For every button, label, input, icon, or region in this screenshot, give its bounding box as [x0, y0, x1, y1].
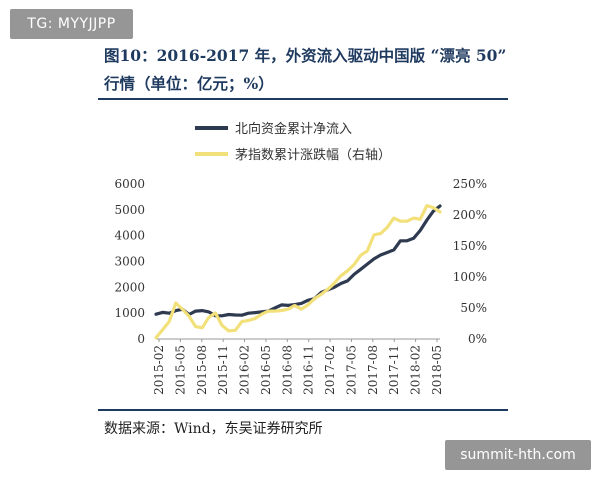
right-axis-tick-label: 250%	[453, 177, 487, 191]
left-axis-tick-label: 3000	[114, 255, 145, 269]
left-axis-tick-label: 1000	[114, 306, 145, 320]
watermark-bottom: summit-hth.com	[445, 440, 591, 470]
source-note: 数据来源：Wind，东吴证券研究所	[104, 421, 323, 437]
x-axis-tick-label: 2017-08	[366, 345, 380, 395]
x-axis-tick-label: 2015-05	[173, 345, 187, 395]
x-axis-tick-label: 2018-02	[409, 345, 423, 395]
x-axis-tick-label: 2015-08	[195, 345, 209, 395]
series-line-northbound	[154, 204, 442, 318]
left-axis-tick-label: 4000	[114, 229, 145, 243]
x-axis-tick-label: 2015-11	[216, 345, 230, 395]
x-axis-tick-label: 2018-05	[430, 345, 444, 395]
x-axis-tick-label: 2015-02	[152, 345, 166, 395]
left-axis-tick-label: 6000	[114, 177, 145, 191]
x-axis-tick-label: 2016-02	[238, 345, 252, 395]
right-axis-tick-label: 50%	[460, 301, 487, 315]
x-axis-tick-label: 2017-11	[387, 345, 401, 395]
right-axis-tick-label: 0%	[468, 332, 487, 346]
right-axis-tick-label: 150%	[453, 239, 487, 253]
figure-title: 图10：2016-2017 年，外资流入驱动中国版 “漂亮 50”	[104, 46, 507, 65]
x-axis-tick-label: 2017-05	[344, 345, 358, 395]
left-axis-tick-label: 0	[137, 332, 145, 346]
title-divider	[98, 98, 508, 100]
series-lines	[154, 204, 442, 340]
legend-label-northbound: 北向资金累计净流入	[235, 121, 352, 137]
watermark-top: TG: MYYJJPP	[10, 9, 133, 39]
right-axis-tick-label: 200%	[453, 208, 487, 222]
axes: 0 1000 2000 3000 4000 5000 6000 0% 50% 100% 150% 20…	[114, 177, 487, 395]
source-divider	[98, 409, 508, 411]
left-axis-tick-label: 2000	[114, 280, 145, 294]
right-axis-tick-label: 100%	[453, 270, 487, 284]
x-axis-tick-label: 2016-11	[302, 345, 316, 395]
x-axis-tick-label: 2016-08	[280, 345, 294, 395]
legend-label-index: 茅指数累计涨跌幅（右轴）	[235, 147, 391, 163]
x-axis-tick-label: 2016-05	[259, 345, 273, 395]
left-axis-tick-label: 5000	[114, 203, 145, 217]
x-axis-tick-label: 2017-02	[323, 345, 337, 395]
series-line-index	[154, 204, 442, 340]
figure-title-line2: 行情（单位：亿元；%）	[104, 74, 274, 93]
